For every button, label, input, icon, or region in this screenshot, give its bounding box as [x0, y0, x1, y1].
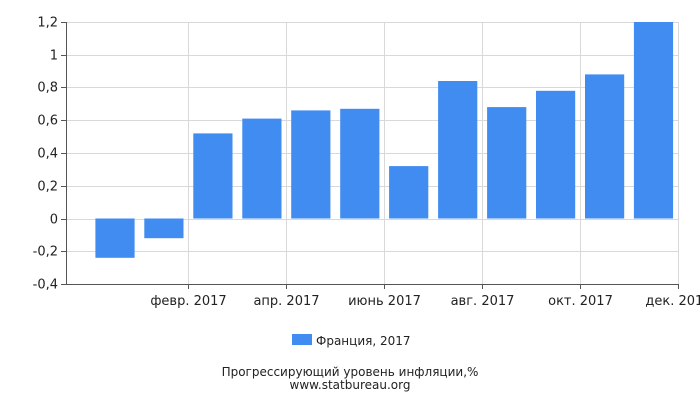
- axes: [61, 22, 679, 289]
- bar: [291, 110, 331, 219]
- y-tick-label: -0,2: [33, 245, 58, 260]
- legend: Франция, 2017: [292, 334, 411, 348]
- y-tick-label: 1,2: [37, 16, 58, 31]
- x-tick-label: авг. 2017: [451, 294, 515, 309]
- y-tick-label: 0,2: [37, 180, 58, 195]
- y-tick-label: 0: [50, 213, 58, 228]
- bar: [633, 22, 674, 219]
- y-tick-labels: -0,4 -0,2 0 0,2 0,4 0,6 0,8 1 1,2: [33, 16, 58, 293]
- x-tick-label: окт. 2017: [548, 294, 613, 309]
- bar: [389, 166, 429, 219]
- bar: [95, 218, 135, 258]
- bar: [585, 74, 625, 219]
- source-url: www.statbureau.org: [290, 378, 411, 392]
- legend-swatch: [292, 334, 312, 345]
- legend-label: Франция, 2017: [316, 334, 411, 348]
- y-tick-label: 0,6: [37, 114, 58, 129]
- bar: [144, 218, 184, 239]
- chart-title: Прогрессирующий уровень инфляции,%: [222, 365, 479, 379]
- bar: [193, 133, 233, 219]
- bar: [487, 107, 527, 219]
- y-tick-label: 1: [50, 49, 58, 64]
- x-tick-label: апр. 2017: [253, 294, 319, 309]
- bar: [242, 118, 282, 219]
- y-tick-label: -0,4: [33, 278, 58, 293]
- bar: [536, 90, 576, 219]
- y-tick-label: 0,4: [37, 147, 58, 162]
- x-tick-labels: февр. 2017 апр. 2017 июнь 2017 авг. 2017 окт…: [150, 294, 700, 309]
- bar: [340, 108, 380, 219]
- x-tick-label: июнь 2017: [348, 294, 421, 309]
- bars: [95, 22, 674, 258]
- x-tick-label: дек. 2017: [645, 294, 700, 309]
- bar: [438, 81, 478, 219]
- y-tick-label: 0,8: [37, 81, 58, 96]
- x-tick-label: февр. 2017: [150, 294, 226, 309]
